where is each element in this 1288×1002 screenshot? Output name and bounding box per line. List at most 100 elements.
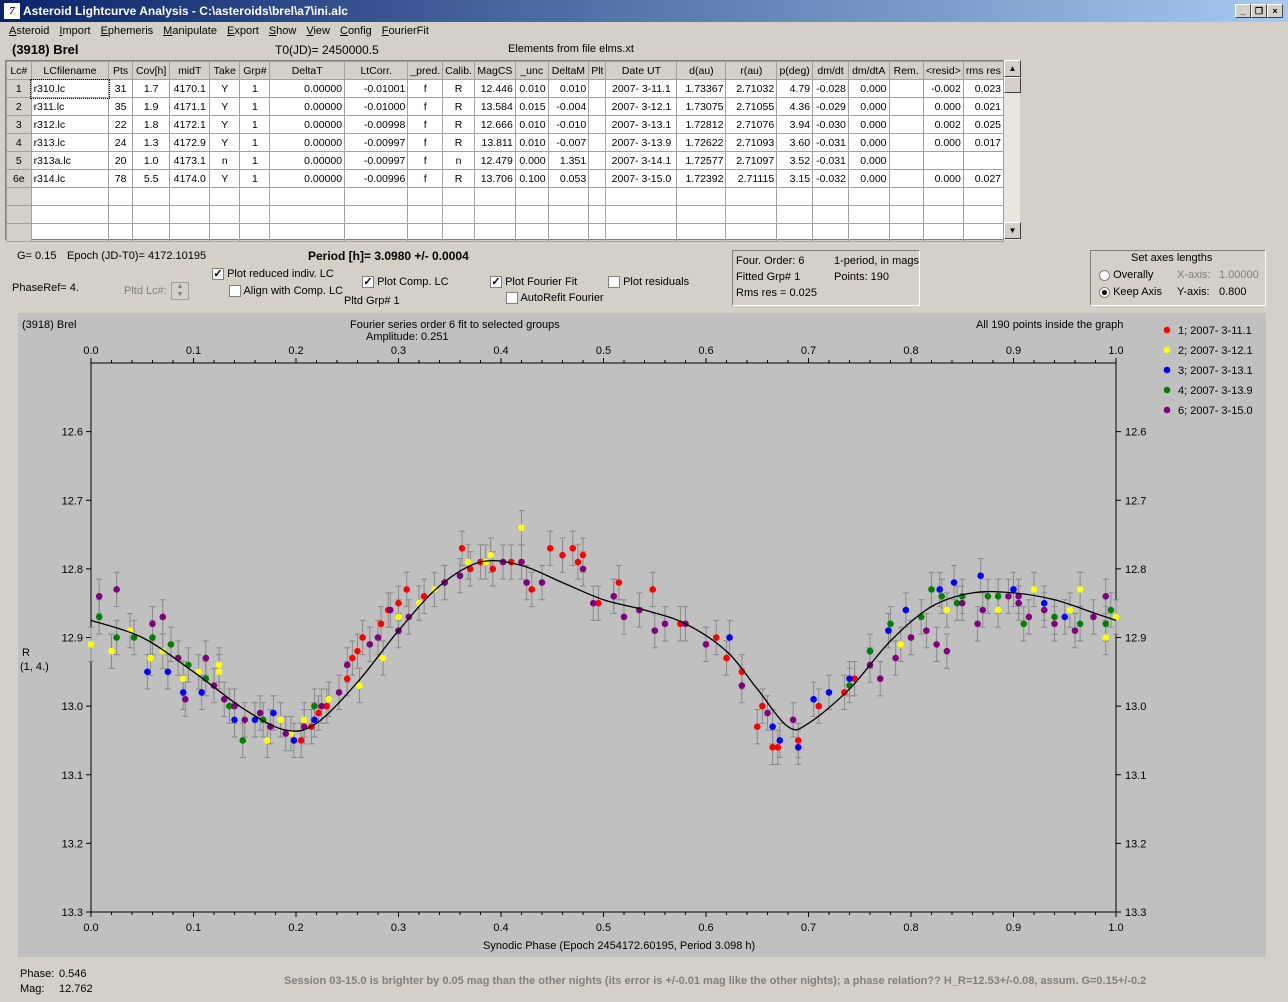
cell-dm-dt[interactable]: -0.031	[812, 151, 849, 170]
cell-d-au[interactable]: 1.72577	[676, 151, 727, 170]
column-header-midt[interactable]: midT	[169, 61, 211, 80]
empty-cell[interactable]	[776, 223, 814, 242]
empty-cell[interactable]	[847, 223, 890, 242]
table-row[interactable]: 1 r310.lc 31 1.7 4170.1 Y 1 0.00000 -0.01001 f R 12…	[6, 78, 1005, 99]
cell-ltcorr[interactable]: -0.00998	[344, 115, 409, 134]
empty-cell[interactable]	[725, 223, 778, 242]
cell-plt[interactable]	[588, 115, 607, 134]
empty-cell[interactable]	[514, 223, 549, 242]
empty-cell[interactable]	[473, 187, 516, 206]
cell-r-au[interactable]: 2.71115	[725, 169, 778, 188]
cell-r-au[interactable]: 2.71032	[725, 79, 778, 98]
cell-take[interactable]: Y	[209, 169, 241, 188]
cell-p-deg[interactable]: 4.79	[776, 79, 814, 98]
cell-magcs[interactable]: 12.479	[473, 151, 516, 170]
column-header-pred[interactable]: _pred.	[407, 61, 444, 80]
autorefit-check-icon[interactable]	[506, 292, 518, 305]
empty-cell[interactable]	[269, 223, 346, 242]
empty-cell[interactable]	[962, 205, 1005, 224]
empty-cell[interactable]	[605, 187, 678, 206]
column-header-cov-h[interactable]: Cov[h]	[131, 61, 171, 80]
empty-cell[interactable]	[676, 223, 727, 242]
cell-cov-h[interactable]: 1.0	[131, 151, 171, 170]
cell-date-ut[interactable]: 2007- 3-14.1	[605, 151, 678, 170]
empty-cell[interactable]	[30, 187, 110, 206]
keep-axis-radio[interactable]: Keep Axis	[1099, 286, 1162, 298]
cell-pts[interactable]: 31	[108, 79, 133, 98]
xaxis-value[interactable]: 1.00000	[1219, 269, 1259, 281]
cell-ltcorr[interactable]: -0.01000	[344, 97, 409, 116]
column-header-plt[interactable]: Plt	[588, 61, 607, 80]
cell-rem[interactable]	[888, 79, 924, 98]
cell-pts[interactable]: 35	[108, 97, 133, 116]
empty-cell[interactable]	[547, 205, 590, 224]
cell-rem[interactable]	[888, 133, 924, 152]
cell-p-deg[interactable]: 4.36	[776, 97, 814, 116]
plot-fourier-check-icon[interactable]: ✓	[490, 276, 502, 289]
cell-midt[interactable]: 4170.1	[169, 79, 211, 98]
empty-cell[interactable]	[131, 223, 171, 242]
empty-cell[interactable]	[442, 223, 475, 242]
cell-unc[interactable]: 0.010	[514, 79, 549, 98]
cell-rms-res[interactable]: 0.023	[962, 79, 1005, 98]
column-header-r-au[interactable]: r(au)	[725, 61, 778, 80]
cell-dm-dt[interactable]: -0.028	[812, 79, 849, 98]
empty-cell[interactable]	[209, 205, 241, 224]
cell-midt[interactable]: 4173.1	[169, 151, 211, 170]
menu-show[interactable]: Show	[268, 25, 297, 37]
plot-svg[interactable]: 0.0 0.0 0.1 0.1 0.2 0.2 0.3 0.3 0.4 0.4 0.5 0.5 0.6 0…	[18, 313, 1266, 957]
cell-date-ut[interactable]: 2007- 3-11.1	[605, 79, 678, 98]
cell-take[interactable]: Y	[209, 79, 241, 98]
empty-cell[interactable]	[588, 205, 607, 224]
cell-pred[interactable]: f	[407, 115, 444, 134]
empty-cell[interactable]	[588, 223, 607, 242]
cell-midt[interactable]: 4171.1	[169, 97, 211, 116]
cell-pts[interactable]: 78	[108, 169, 133, 188]
cell-unc[interactable]: 0.100	[514, 169, 549, 188]
cell-dm-dt[interactable]: -0.030	[812, 115, 849, 134]
cell-unc[interactable]: 0.000	[514, 151, 549, 170]
empty-cell[interactable]	[407, 223, 444, 242]
cell-magcs[interactable]: 13.706	[473, 169, 516, 188]
empty-table-row[interactable]	[6, 205, 1005, 224]
cell-deltam[interactable]: 0.053	[547, 169, 590, 188]
yaxis-value[interactable]: 0.800	[1219, 286, 1247, 298]
cell-p-deg[interactable]: 3.15	[776, 169, 814, 188]
cell-r-au[interactable]: 2.71055	[725, 97, 778, 116]
empty-cell[interactable]	[407, 205, 444, 224]
empty-cell[interactable]	[108, 187, 133, 206]
cell-dm-dta[interactable]: 0.000	[847, 79, 890, 98]
column-header-unc[interactable]: _unc	[514, 61, 549, 80]
cell-d-au[interactable]: 1.72812	[676, 115, 727, 134]
empty-cell[interactable]	[209, 223, 241, 242]
cell-pts[interactable]: 22	[108, 115, 133, 134]
empty-cell[interactable]	[344, 187, 409, 206]
empty-cell[interactable]	[605, 223, 678, 242]
empty-cell[interactable]	[605, 205, 678, 224]
empty-cell[interactable]	[922, 223, 964, 242]
cell-ltcorr[interactable]: -0.01001	[344, 79, 409, 98]
column-header-p-deg[interactable]: p(deg)	[776, 61, 814, 80]
cell-dm-dt[interactable]: -0.031	[812, 133, 849, 152]
empty-cell[interactable]	[962, 187, 1005, 206]
cell-grp[interactable]: 1	[239, 115, 271, 134]
cell-pred[interactable]: f	[407, 169, 444, 188]
cell-unc[interactable]: 0.015	[514, 97, 549, 116]
empty-table-row[interactable]	[6, 223, 1005, 242]
cell-pred[interactable]: f	[407, 133, 444, 152]
cell-lcfilename[interactable]: r311.lc	[30, 97, 110, 116]
cell-dm-dta[interactable]: 0.000	[847, 151, 890, 170]
cell-p-deg[interactable]: 3.94	[776, 115, 814, 134]
column-header-date-ut[interactable]: Date UT	[605, 61, 678, 80]
menu-manipulate[interactable]: Manipulate	[163, 25, 217, 37]
empty-cell[interactable]	[473, 205, 516, 224]
cell-deltam[interactable]: -0.007	[547, 133, 590, 152]
cell-midt[interactable]: 4172.9	[169, 133, 211, 152]
empty-cell[interactable]	[344, 223, 409, 242]
cell-deltat[interactable]: 0.00000	[269, 169, 346, 188]
scroll-down-icon[interactable]: ▼	[1004, 222, 1021, 239]
empty-cell[interactable]	[269, 205, 346, 224]
cell-rem[interactable]	[888, 97, 924, 116]
cell-dm-dta[interactable]: 0.000	[847, 169, 890, 188]
cell-magcs[interactable]: 13.584	[473, 97, 516, 116]
